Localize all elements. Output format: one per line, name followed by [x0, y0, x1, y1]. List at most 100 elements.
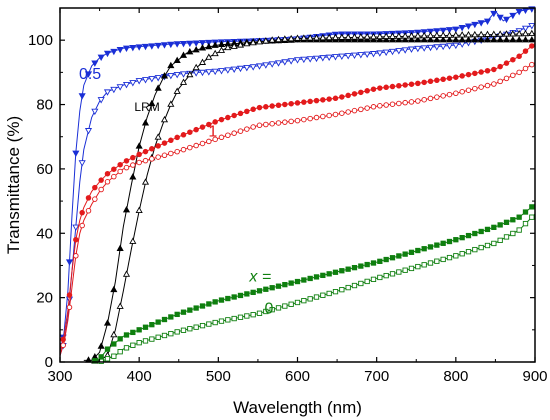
data-point: [211, 49, 219, 57]
data-point: [497, 222, 503, 228]
data-point: [472, 85, 478, 92]
data-point: [288, 301, 294, 307]
data-point: [453, 253, 459, 259]
data-point: [211, 41, 219, 48]
data-point: [331, 54, 340, 61]
data-point: [141, 43, 150, 51]
data-point: [149, 322, 155, 328]
data-point: [490, 30, 498, 37]
data-point: [225, 317, 231, 323]
data-point: [154, 84, 162, 91]
data-point: [218, 134, 225, 141]
data-point: [490, 36, 498, 43]
series-line: [91, 33, 536, 363]
data-point: [459, 88, 465, 95]
data-point: [382, 32, 390, 40]
data-point: [135, 44, 143, 51]
data-point: [154, 133, 162, 140]
data-point: [313, 274, 320, 280]
data-point: [117, 168, 123, 175]
data-point: [434, 242, 440, 248]
data-point: [426, 31, 435, 39]
data-point: [458, 36, 466, 43]
data-point: [496, 36, 504, 43]
data-point: [225, 114, 231, 121]
data-point: [325, 33, 333, 41]
data-point: [256, 310, 263, 316]
data-point: [370, 86, 377, 92]
data-point: [452, 42, 460, 50]
data-point: [364, 105, 370, 111]
data-point: [503, 234, 510, 240]
data-point: [206, 301, 212, 307]
data-point: [225, 295, 231, 302]
data-point: [73, 236, 79, 243]
data-point: [160, 115, 169, 123]
data-point: [478, 69, 484, 75]
data-point: [396, 269, 402, 275]
data-point: [338, 33, 346, 40]
data-point: [97, 342, 105, 349]
data-point: [217, 68, 226, 75]
data-point: [218, 116, 225, 123]
data-point: [445, 36, 454, 43]
data-point: [383, 256, 389, 263]
data-point: [383, 272, 389, 279]
data-point: [313, 97, 320, 104]
data-point: [358, 89, 364, 96]
data-point: [84, 71, 93, 78]
data-point: [477, 36, 485, 43]
data-point: [440, 93, 446, 99]
data-point: [104, 356, 111, 362]
data-point: [408, 81, 415, 87]
data-point: [421, 96, 427, 103]
data-point: [282, 281, 288, 288]
data-point: [402, 251, 408, 257]
data-point: [415, 98, 421, 104]
data-point: [326, 290, 332, 297]
data-point: [445, 43, 454, 50]
data-point: [249, 64, 257, 71]
x-tick-label: 400: [127, 368, 152, 385]
data-point: [263, 308, 269, 315]
data-point: [85, 207, 92, 214]
data-point: [293, 34, 302, 41]
data-point: [326, 112, 332, 119]
data-point: [301, 298, 307, 304]
data-point: [161, 332, 168, 339]
data-point: [529, 204, 535, 210]
data-point: [433, 44, 441, 51]
data-point: [98, 186, 104, 193]
data-point: [66, 304, 73, 311]
data-point: [243, 39, 251, 47]
data-point: [427, 260, 434, 266]
data-point: [516, 214, 522, 220]
data-point: [198, 69, 207, 77]
data-point: [459, 251, 465, 257]
data-point: [168, 150, 174, 157]
data-point: [369, 32, 378, 40]
data-point: [401, 47, 409, 54]
data-point: [206, 121, 212, 128]
data-point: [434, 94, 440, 100]
data-point: [174, 148, 180, 155]
series-layer: [59, 6, 536, 365]
data-point: [136, 340, 142, 346]
series-annotation: x =: [248, 269, 271, 286]
data-point: [439, 31, 447, 38]
data-point: [382, 36, 390, 43]
data-point: [123, 332, 130, 338]
data-point: [421, 262, 427, 268]
data-point: [319, 33, 327, 41]
data-point: [516, 227, 522, 233]
data-point: [497, 237, 503, 244]
series-annotation: 0: [265, 301, 274, 318]
data-point: [477, 30, 485, 38]
data-point: [148, 76, 156, 83]
data-point: [510, 217, 516, 223]
data-point: [161, 152, 168, 159]
series-1: [59, 23, 536, 356]
data-point: [173, 87, 181, 94]
data-point: [116, 84, 124, 91]
data-point: [103, 319, 112, 326]
